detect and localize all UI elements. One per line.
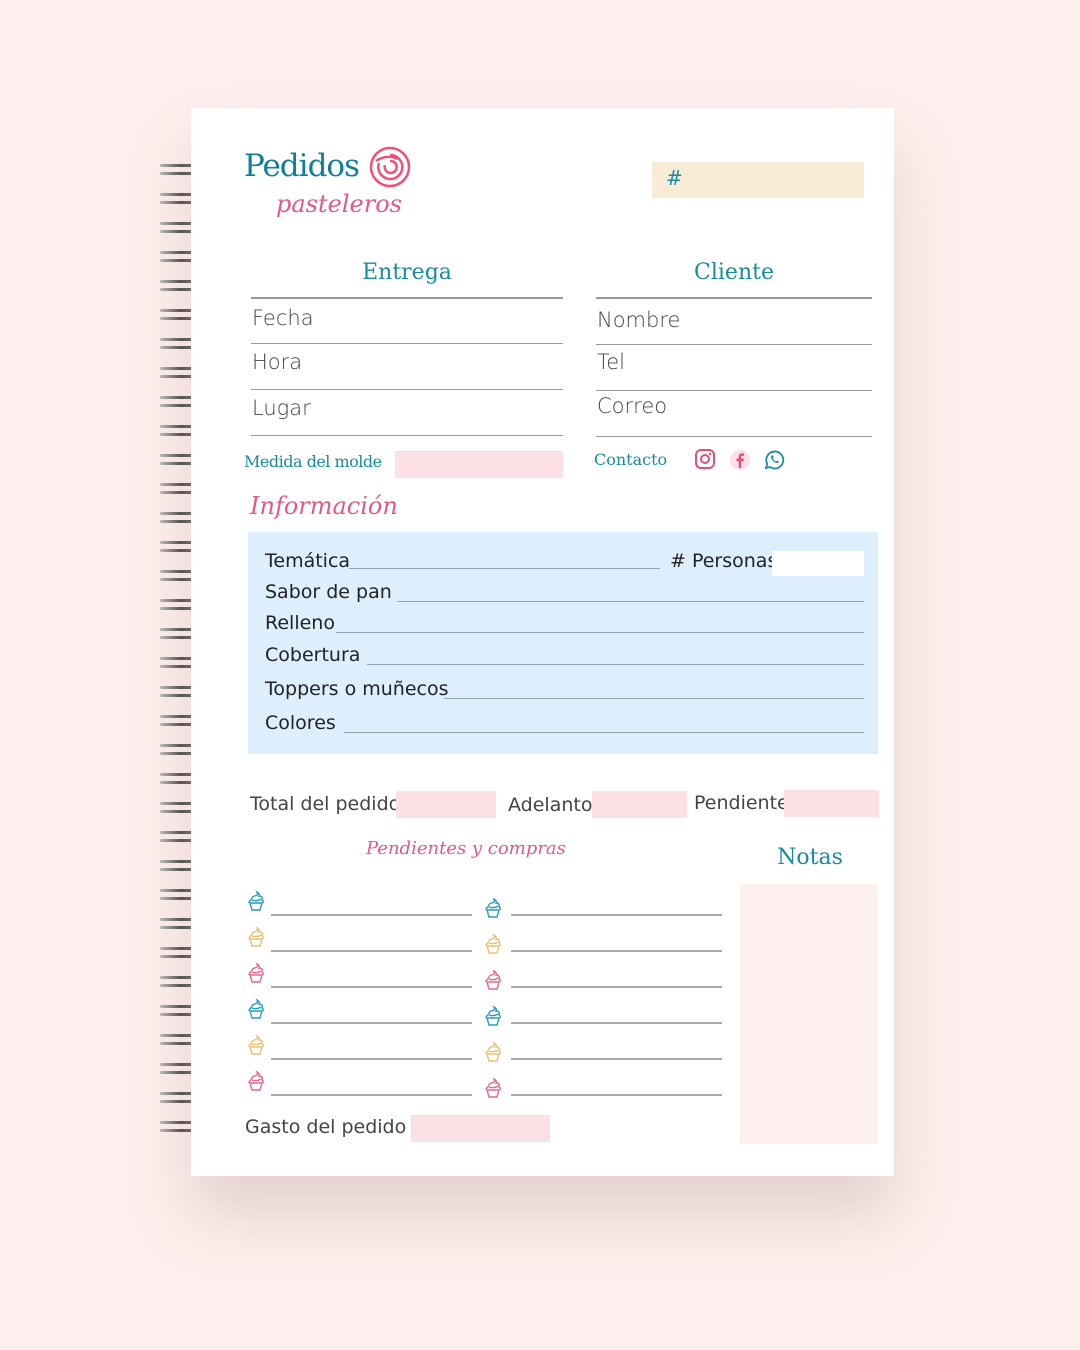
whatsapp-icon[interactable] bbox=[762, 448, 786, 472]
info-row-input[interactable] bbox=[444, 698, 864, 699]
cupcake-icon bbox=[483, 1077, 503, 1099]
mold-size-label: Medida del molde bbox=[244, 452, 382, 471]
personas-label: # Personas bbox=[670, 550, 778, 572]
informacion-heading: Información bbox=[250, 492, 398, 520]
todo-line[interactable] bbox=[511, 1094, 722, 1096]
cupcake-icon bbox=[246, 1034, 266, 1056]
gasto-label: Gasto del pedido bbox=[245, 1116, 407, 1138]
tel-field[interactable]: Tel bbox=[596, 350, 872, 391]
cupcake-icon bbox=[246, 926, 266, 948]
cupcake-icon bbox=[246, 962, 266, 984]
info-row-label: Relleno bbox=[265, 612, 335, 634]
cliente-heading: Cliente bbox=[694, 260, 774, 285]
hora-field[interactable]: Hora bbox=[251, 350, 563, 390]
cupcake-icon bbox=[483, 933, 503, 955]
info-row-label: Colores bbox=[265, 712, 336, 734]
adelanto-input[interactable] bbox=[592, 791, 687, 818]
notas-heading: Notas bbox=[777, 845, 843, 870]
tematica-input[interactable] bbox=[349, 568, 660, 569]
adelanto-label: Adelanto bbox=[508, 794, 593, 816]
fecha-field[interactable]: Fecha bbox=[251, 306, 563, 344]
facebook-icon[interactable] bbox=[729, 449, 751, 471]
todo-line[interactable] bbox=[271, 914, 472, 916]
cupcake-icon bbox=[483, 969, 503, 991]
cupcake-icon bbox=[483, 1041, 503, 1063]
todo-line[interactable] bbox=[511, 986, 722, 988]
notas-area[interactable] bbox=[740, 884, 878, 1144]
todo-line[interactable] bbox=[511, 1058, 722, 1060]
cupcake-icon bbox=[483, 1005, 503, 1027]
cupcake-icon bbox=[246, 890, 266, 912]
info-row-input[interactable] bbox=[397, 601, 864, 602]
info-row-input[interactable] bbox=[367, 664, 864, 665]
info-row-label: Sabor de pan bbox=[265, 581, 392, 603]
cupcake-icon bbox=[246, 998, 266, 1020]
contact-label: Contacto bbox=[594, 450, 668, 469]
cupcake-icon bbox=[246, 1070, 266, 1092]
todo-line[interactable] bbox=[511, 950, 722, 952]
page-subtitle: pasteleros bbox=[276, 190, 402, 218]
order-number-label: # bbox=[666, 166, 683, 190]
total-label: Total del pedido bbox=[250, 793, 401, 815]
todo-line[interactable] bbox=[511, 1022, 722, 1024]
gasto-input[interactable] bbox=[411, 1115, 550, 1142]
pendientes-heading: Pendientes y compras bbox=[366, 838, 566, 859]
pendiente-input[interactable] bbox=[784, 790, 879, 817]
todo-line[interactable] bbox=[271, 986, 472, 988]
mold-size-input[interactable] bbox=[395, 451, 563, 478]
todo-line[interactable] bbox=[271, 1094, 472, 1096]
info-row-input[interactable] bbox=[336, 632, 864, 633]
todo-line[interactable] bbox=[271, 950, 472, 952]
pendiente-label: Pendiente bbox=[694, 792, 789, 814]
correo-field[interactable]: Correo bbox=[596, 394, 872, 437]
nombre-field[interactable]: Nombre bbox=[596, 308, 872, 345]
instagram-icon[interactable] bbox=[694, 448, 716, 470]
todo-line[interactable] bbox=[271, 1058, 472, 1060]
lugar-field[interactable]: Lugar bbox=[251, 396, 563, 436]
info-row-label: Cobertura bbox=[265, 644, 361, 666]
page-title: Pedidos bbox=[244, 148, 360, 184]
total-input[interactable] bbox=[396, 791, 496, 818]
info-row-label: Toppers o muñecos bbox=[265, 678, 449, 700]
tematica-label: Temática bbox=[265, 550, 351, 572]
todo-line[interactable] bbox=[271, 1022, 472, 1024]
rose-logo-icon bbox=[369, 146, 411, 188]
todo-line[interactable] bbox=[511, 914, 722, 916]
info-row-input[interactable] bbox=[344, 732, 864, 733]
order-number-field[interactable]: # bbox=[652, 162, 864, 198]
entrega-heading: Entrega bbox=[362, 260, 452, 285]
personas-input[interactable] bbox=[772, 551, 864, 576]
cupcake-icon bbox=[483, 897, 503, 919]
